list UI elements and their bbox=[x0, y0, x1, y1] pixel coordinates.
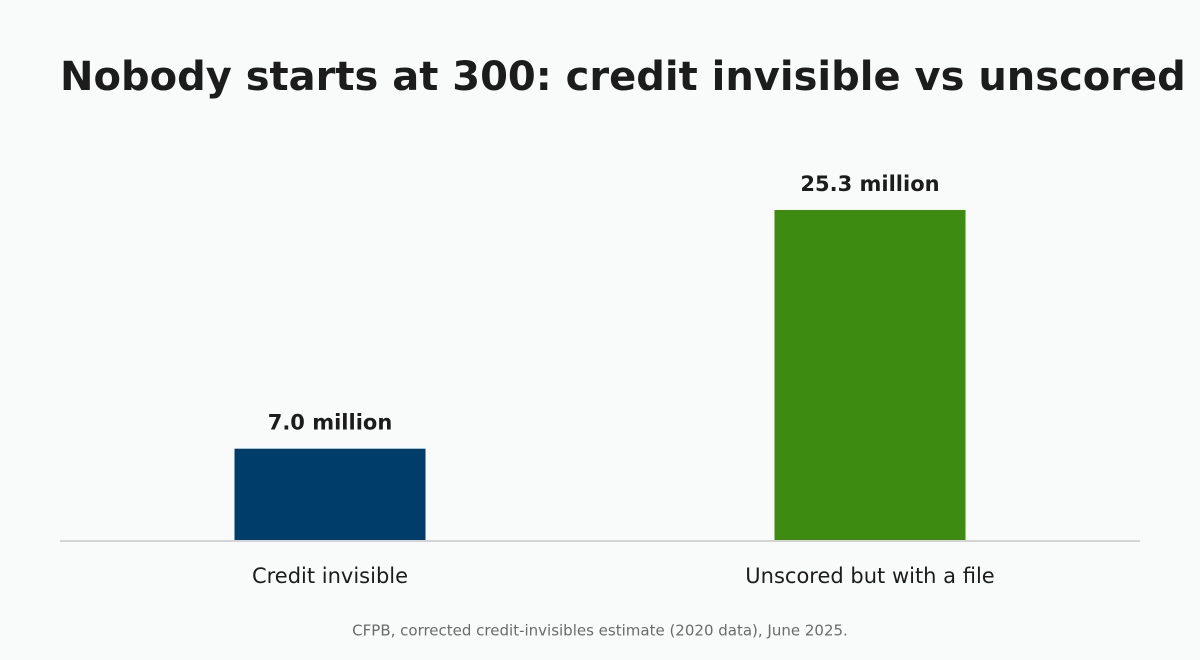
chart-title: Nobody starts at 300: credit invisible v… bbox=[60, 54, 1186, 100]
source-note: CFPB, corrected credit-invisibles estima… bbox=[352, 622, 848, 640]
value-label: 25.3 million bbox=[800, 172, 939, 196]
bar bbox=[234, 448, 426, 540]
value-label: 7.0 million bbox=[268, 411, 393, 435]
x-tick-label: Unscored but with a file bbox=[745, 564, 994, 588]
bar bbox=[774, 210, 966, 540]
x-tick-label: Credit invisible bbox=[252, 564, 408, 588]
